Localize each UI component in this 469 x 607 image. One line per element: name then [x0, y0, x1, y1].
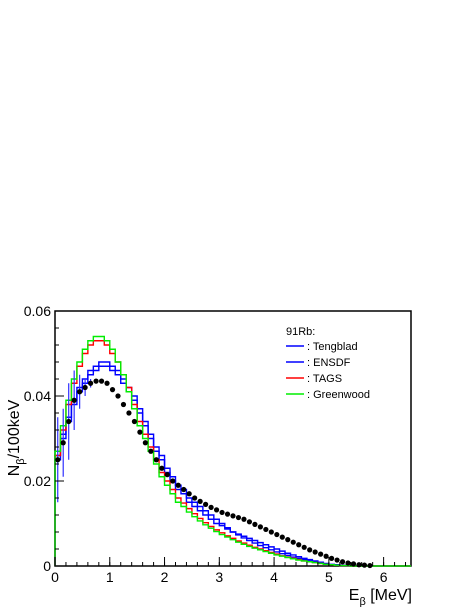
data-point — [241, 516, 247, 522]
data-point — [345, 560, 351, 566]
data-point — [153, 457, 159, 463]
data-point — [235, 514, 242, 521]
x-tick-label: 1 — [106, 569, 114, 585]
data-point — [246, 519, 253, 525]
y-axis-title-sub: β — [15, 458, 27, 464]
data-point — [142, 440, 148, 446]
data-point — [192, 495, 198, 501]
x-tick-label: 5 — [325, 569, 333, 585]
data-point — [126, 410, 132, 416]
data-point — [93, 378, 99, 384]
legend-label-2: : TAGS — [307, 373, 342, 385]
data-point — [98, 378, 105, 384]
data-point — [274, 531, 280, 538]
legend: 91Rb: : Tengblad : ENSDF : TAGS : Greenwood — [286, 326, 370, 401]
x-tick-label: 2 — [161, 569, 169, 585]
data-point — [208, 504, 214, 510]
data-point — [367, 562, 373, 569]
data-point — [159, 465, 165, 471]
data-point — [88, 380, 94, 386]
data-point — [71, 397, 77, 403]
series-layer — [54, 335, 411, 567]
data-point — [334, 557, 340, 563]
y-tick-label: 0.02 — [24, 473, 51, 489]
data-point — [82, 384, 88, 391]
data-point — [186, 491, 192, 497]
data-point — [219, 509, 225, 516]
x-axis-title-sub: β — [359, 596, 365, 607]
data-point — [109, 387, 116, 393]
data-point — [203, 501, 209, 507]
x-tick-label: 4 — [270, 569, 278, 585]
data-point — [263, 526, 269, 533]
data-point — [224, 511, 231, 517]
data-point — [252, 521, 258, 527]
plot-frame — [54, 310, 412, 567]
data-point — [268, 529, 274, 535]
data-point — [197, 498, 203, 504]
legend-label-0: : Tengblad — [307, 341, 358, 353]
data-point — [339, 559, 346, 565]
legend-label-3: : Greenwood — [307, 389, 370, 401]
data-point — [230, 513, 236, 519]
data-points-layer — [55, 370, 373, 569]
data-point — [356, 562, 362, 568]
data-point — [296, 542, 302, 548]
data-point — [170, 478, 176, 484]
series-3-histogram — [54, 335, 411, 567]
y-axis-title-unit: /100keV — [6, 399, 23, 458]
data-point — [164, 472, 170, 478]
data-point — [213, 507, 220, 513]
data-point — [60, 440, 66, 446]
data-point — [181, 486, 187, 493]
data-point — [361, 562, 368, 568]
x-axis-title: Eβ [MeV] — [349, 587, 412, 607]
data-point — [323, 553, 329, 559]
data-point — [137, 429, 143, 435]
y-tick-label: 0 — [43, 558, 51, 574]
data-point — [301, 544, 307, 550]
x-axis-title-unit: [MeV] — [366, 587, 412, 604]
data-point — [312, 549, 318, 555]
data-point — [257, 524, 263, 530]
y-axis-title-main: N — [6, 465, 23, 477]
data-point — [307, 547, 313, 553]
data-point — [115, 393, 121, 399]
data-point — [175, 482, 181, 488]
data-point — [77, 389, 83, 395]
data-point — [66, 418, 72, 425]
data-point — [290, 539, 296, 545]
x-axis-title-main: E — [349, 587, 360, 604]
x-tick-label: 6 — [380, 569, 388, 585]
data-point — [104, 380, 110, 386]
axis-layer: 0 1 2 3 4 5 6 0 0.02 0.04 0.06 — [24, 303, 407, 585]
y-axis-title: Nβ/100keV — [6, 399, 27, 476]
x-tick-label: 3 — [215, 569, 223, 585]
data-point — [285, 537, 291, 543]
data-point — [350, 561, 357, 567]
data-point — [120, 401, 127, 408]
data-point — [279, 534, 285, 540]
data-point — [328, 555, 335, 561]
legend-header: 91Rb: — [286, 326, 315, 338]
data-point — [318, 551, 324, 557]
y-tick-label: 0.04 — [24, 388, 51, 404]
legend-label-1: : ENSDF — [307, 357, 351, 369]
data-point — [148, 448, 154, 454]
data-point — [131, 418, 138, 425]
x-tick-label: 0 — [51, 569, 59, 585]
data-point — [55, 457, 61, 463]
y-tick-label: 0.06 — [24, 303, 51, 319]
